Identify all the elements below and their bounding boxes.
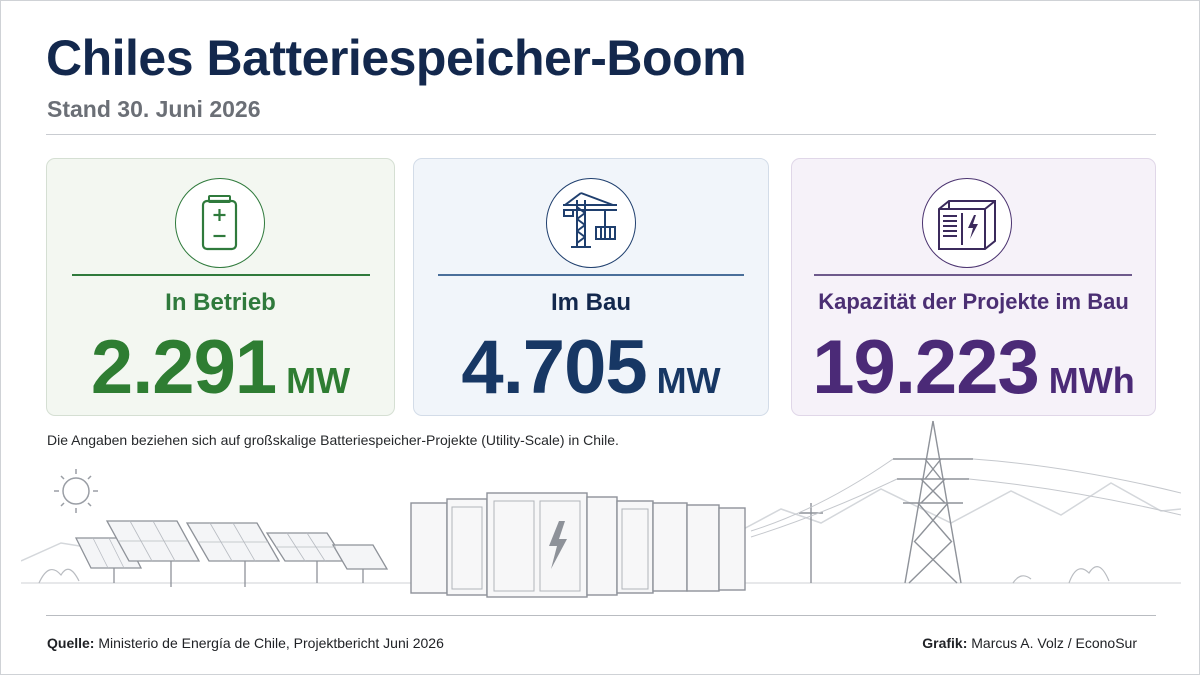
stat-unit: MWh (1048, 360, 1135, 401)
graphic-credit: Grafik: Marcus A. Volz / EconoSur (922, 635, 1137, 651)
crane-icon (546, 178, 636, 268)
divider-top (46, 134, 1156, 135)
power-pylon-icon (750, 420, 1181, 584)
stat-value-row: 19.223 MWh (792, 325, 1155, 411)
source-text: Ministerio de Energía de Chile, Projektb… (98, 635, 444, 651)
card-divider (72, 274, 370, 276)
page-title: Chiles Batteriespeicher-Boom (46, 30, 747, 86)
footnote: Die Angaben beziehen sich auf großskalig… (47, 432, 619, 448)
stat-value: 2.291 (90, 325, 277, 410)
stat-value-row: 4.705 MW (414, 325, 768, 411)
stat-unit: MW (286, 360, 351, 401)
battery-containers-icon (410, 492, 746, 598)
card-divider (814, 274, 1132, 276)
stat-label: Im Bau (550, 289, 631, 316)
shrub-icon (38, 566, 1110, 584)
sun-icon (54, 469, 98, 513)
battery-icon (175, 178, 265, 268)
stat-card-operating: In Betrieb 2.291 MW (46, 158, 395, 416)
divider-bottom (46, 615, 1156, 616)
stat-unit: MW (656, 360, 721, 401)
stat-card-capacity: Kapazität der Projekte im Bau 19.223 MWh (791, 158, 1156, 416)
stat-value-row: 2.291 MW (47, 325, 394, 411)
landscape-illustration (21, 420, 1181, 598)
stat-value: 4.705 (461, 325, 647, 410)
source-label: Quelle: (47, 635, 95, 651)
stat-value: 19.223 (812, 325, 1039, 410)
stat-card-construction: Im Bau 4.705 MW (413, 158, 769, 416)
credit-text: Marcus A. Volz / EconoSur (971, 635, 1137, 651)
stat-label: Kapazität der Projekte im Bau (818, 289, 1129, 314)
page-subtitle: Stand 30. Juni 2026 (47, 96, 261, 122)
battery-container-icon (922, 178, 1012, 268)
solar-panels-icon (74, 520, 389, 587)
stat-label: In Betrieb (165, 289, 276, 316)
source-credit: Quelle: Ministerio de Energía de Chile, … (47, 635, 444, 651)
credit-label: Grafik: (922, 635, 968, 651)
card-divider (438, 274, 744, 276)
